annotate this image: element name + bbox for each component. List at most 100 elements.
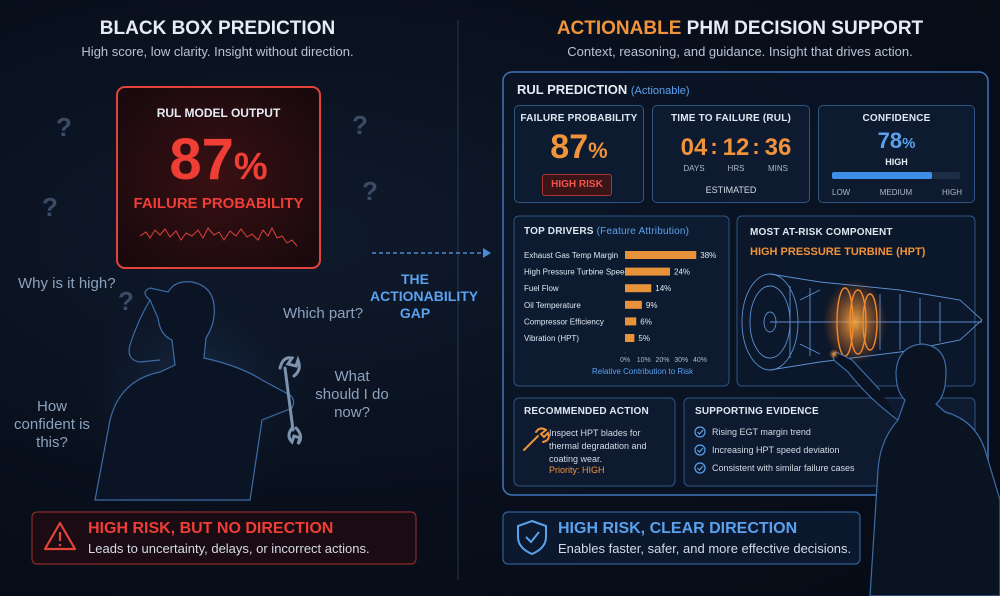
callout-box-right (502, 511, 861, 565)
value-label: 5% (638, 334, 650, 343)
failure-label: FAILURE PROBABILITY (520, 113, 638, 124)
panel-title: RUL PREDICTION (Actionable) (517, 82, 690, 97)
failure-number: 87 (550, 128, 589, 166)
person-arm (128, 299, 161, 363)
drivers-title-main: TOP DRIVERS (524, 226, 594, 237)
right-title: ACTIONABLE PHM DECISION SUPPORT (480, 18, 1000, 40)
question-mark: ? (42, 192, 58, 222)
wrench (278, 355, 303, 445)
value-label: 14% (655, 284, 671, 293)
confidence-number: 78 (877, 128, 903, 153)
right-callout-title: HIGH RISK, CLEAR DIRECTION (558, 520, 798, 537)
right-callout-text: Enables faster, safer, and more effectiv… (558, 541, 852, 556)
x-tick-label: 0% (620, 357, 630, 364)
scale-label: HIGH (942, 188, 962, 197)
confidence-value: 78% (818, 128, 975, 154)
shield-check (525, 531, 540, 544)
panel-title-note: (Actionable) (630, 85, 690, 97)
left-callout-title: HIGH RISK, BUT NO DIRECTION (88, 520, 334, 537)
failure-unit: % (588, 138, 608, 163)
confidence-label: CONFIDENCE (862, 113, 931, 124)
right-subtitle: Context, reasoning, and guidance. Insigh… (567, 44, 913, 59)
left-callout-text: Leads to uncertainty, delays, or incorre… (88, 541, 370, 556)
confidence-level: HIGH (885, 157, 908, 167)
category-label: High Pressure Turbine Speed (524, 268, 629, 277)
value-label: 6% (640, 317, 652, 326)
evidence-item: Consistent with similar failure cases (712, 463, 855, 473)
ttf-minutes: 36 (764, 134, 792, 161)
confidence-bar (832, 172, 932, 179)
x-axis-label: Relative Contribution to Risk (592, 367, 694, 376)
bar (625, 334, 635, 342)
bar (625, 284, 652, 293)
ttf-unit: HRS (727, 164, 745, 173)
drivers-title-note: (Feature Attribution) (596, 226, 690, 237)
question-mark: ? (362, 176, 378, 206)
drivers-chart: 0% 10% 20% 30% 40% Exhaust Gas Temp Margin 38%… (524, 251, 716, 376)
action-label: RECOMMENDED ACTION (524, 406, 649, 417)
value-label: 38% (700, 251, 716, 260)
x-tick-label: 10% (637, 357, 651, 364)
question: What should I do now? (315, 368, 389, 421)
ttf-note: ESTIMATED (705, 185, 757, 195)
evidence-label: SUPPORTING EVIDENCE (695, 406, 819, 417)
x-tick-label: 20% (655, 357, 669, 364)
output-box (116, 86, 321, 269)
risk-badge: HIGH RISK (542, 174, 612, 196)
ttf-separator: : (710, 134, 718, 159)
ttf-separator: : (752, 134, 760, 159)
touch-glow (829, 349, 839, 359)
category-label: Compressor Efficiency (524, 317, 604, 326)
action-box (513, 397, 676, 487)
drivers-title: TOP DRIVERS (Feature Attribution) (524, 226, 689, 237)
title-highlight: ACTIONABLE (556, 18, 682, 39)
bar (625, 317, 637, 326)
ttf-hours: 12 (722, 134, 750, 161)
x-tick-label: 30% (674, 357, 688, 364)
gap-arrowhead (483, 248, 491, 258)
value-label: 9% (646, 301, 658, 310)
failure-value: 87% (514, 128, 644, 167)
bar (625, 267, 670, 276)
x-tick-label: 40% (693, 357, 707, 364)
gap-label: THE ACTIONABILITY GAP (370, 271, 479, 321)
category-label: Fuel Flow (524, 284, 559, 293)
output-unit: % (233, 146, 268, 188)
evidence-item: Rising EGT margin trend (712, 427, 811, 437)
warning-icon-dot (58, 543, 62, 547)
category-label: Oil Temperature (524, 301, 581, 310)
value-label: 24% (674, 268, 690, 277)
left-subtitle: High score, low clarity. Insight without… (81, 44, 354, 59)
question-mark: ? (56, 112, 72, 142)
question-mark: ? (118, 286, 134, 316)
action-priority: Priority: HIGH (549, 465, 605, 475)
output-number: 87 (169, 127, 234, 192)
confidence-card (818, 105, 975, 203)
check-icons (694, 426, 706, 474)
action-text: Inspect HPT blades for thermal degradati… (549, 428, 647, 464)
component-name: HIGH PRESSURE TURBINE (HPT) (750, 246, 926, 258)
callout-box (31, 511, 417, 565)
confidence-unit: % (902, 135, 916, 152)
question: How confident is this? (14, 398, 90, 451)
panel-title-main: RUL PREDICTION (517, 82, 628, 97)
action-icon (523, 427, 550, 451)
category-label: Exhaust Gas Temp Margin (524, 251, 618, 260)
ttf-unit: DAYS (683, 164, 705, 173)
output-caption: FAILURE PROBABILITY (133, 195, 304, 212)
question: Why is it high? (18, 275, 116, 292)
output-value: 87% (117, 126, 320, 193)
bar (625, 251, 697, 259)
sparkline (139, 226, 298, 247)
category-label: Vibration (HPT) (524, 334, 579, 343)
confidence-track (832, 172, 960, 179)
output-label: RUL MODEL OUTPUT (156, 106, 281, 120)
scale-label: LOW (832, 188, 851, 197)
ttf-days: 04 (680, 134, 708, 161)
shield-icon (517, 519, 547, 556)
left-title: BLACK BOX PREDICTION (99, 18, 336, 39)
warning-icon (43, 521, 77, 551)
component-label: MOST AT-RISK COMPONENT (750, 227, 893, 238)
